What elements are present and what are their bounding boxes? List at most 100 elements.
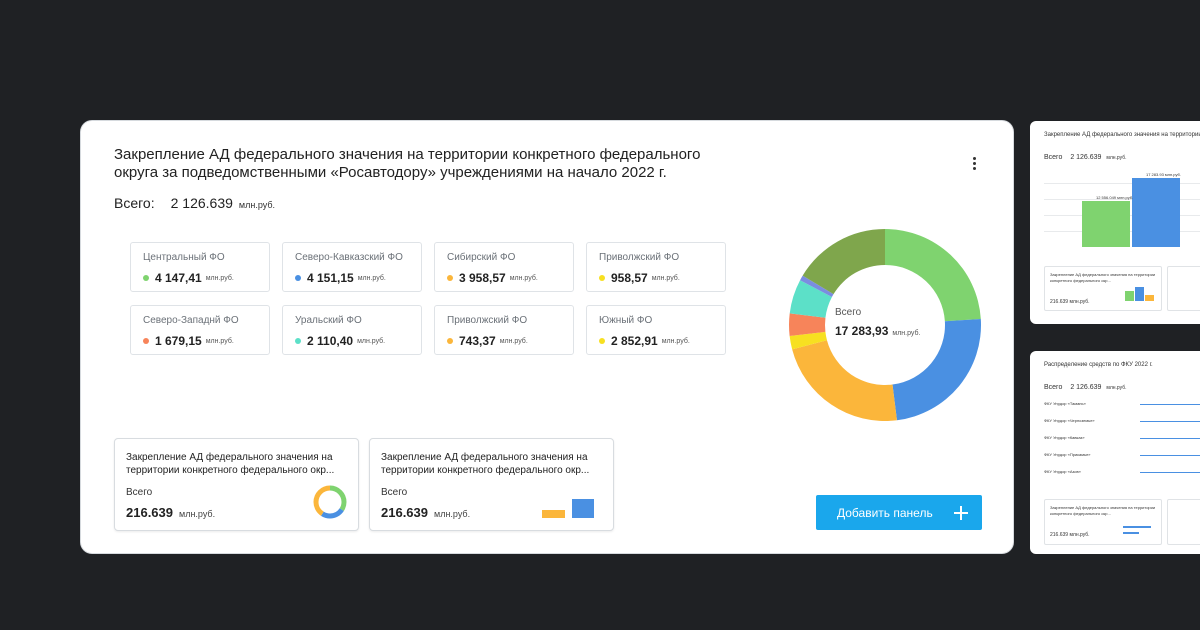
region-name: Южный ФО xyxy=(599,315,653,326)
region-tile[interactable]: Северо-Кавказский ФО 4 151,15 млн.руб. xyxy=(282,242,422,292)
dashboard-panel: Закрепление АД федерального значения на … xyxy=(80,120,1014,554)
preview-total-label: Всего xyxy=(1044,154,1063,161)
region-unit: млн.руб. xyxy=(661,337,690,345)
region-unit: млн.руб. xyxy=(205,274,234,282)
panel-title: Закрепление АД федерального значения на … xyxy=(114,146,714,182)
preview-subcard-value: 216.639 млн.руб. xyxy=(1050,299,1090,305)
preview-subcard xyxy=(1167,499,1200,545)
region-name: Северо-Западнй ФО xyxy=(143,315,239,326)
add-panel-label: Добавить панель xyxy=(837,505,933,520)
donut-center: Всего 17 283,93 млн.руб. xyxy=(835,307,955,338)
region-name: Приволжский ФО xyxy=(599,252,680,263)
donut-segment[interactable] xyxy=(789,331,827,350)
mini-panel-title-line-2: территории конкретного федерального окр.… xyxy=(381,465,590,476)
preview-list-item: ФКУ Упрдор «Тамань» xyxy=(1044,401,1086,406)
region-name: Приволжский ФО xyxy=(447,315,528,326)
donut-segment[interactable] xyxy=(800,275,834,298)
preview-total-unit: млн.руб. xyxy=(1106,385,1127,391)
panel-title-line-2: округа за подведомственными «Росавтодору… xyxy=(114,164,667,181)
region-tile[interactable]: Центральный ФО 4 147,41 млн.руб. xyxy=(130,242,270,292)
mini-bar-blue xyxy=(572,499,594,518)
region-donut-chart xyxy=(789,229,981,421)
donut-segment[interactable] xyxy=(792,340,897,421)
legend-dot-icon xyxy=(143,338,149,344)
preview-list-bar xyxy=(1140,455,1200,456)
mini-panel-title: Закрепление АД федерального значения на … xyxy=(381,451,596,477)
region-value: 2 852,91 xyxy=(611,334,658,348)
donut-segment[interactable] xyxy=(802,229,885,295)
preview-panel-1[interactable]: Закрепление АД федерального значения на … xyxy=(1030,121,1200,324)
mini-panel-unit: млн.руб. xyxy=(434,509,471,519)
total-value: 2 126.639 xyxy=(170,195,233,211)
preview-total-unit: млн.руб. xyxy=(1106,155,1127,161)
preview-list-item: ФКУ Упрдор «Кавказ» xyxy=(1044,435,1085,440)
region-unit: млн.руб. xyxy=(357,274,386,282)
preview-subcard-value: 216.639 млн.руб. xyxy=(1050,532,1090,538)
region-unit: млн.руб. xyxy=(499,337,528,345)
donut-center-label: Всего xyxy=(835,307,862,318)
preview-bar-green xyxy=(1082,201,1130,247)
mini-panel-donut[interactable]: Закрепление АД федерального значения на … xyxy=(114,438,359,531)
donut-center-value: 17 283,93 xyxy=(835,324,889,338)
mini-panel-bars[interactable]: Закрепление АД федерального значения на … xyxy=(369,438,614,531)
legend-dot-icon xyxy=(295,338,301,344)
preview-subcard-line xyxy=(1123,532,1139,534)
add-panel-button[interactable]: Добавить панель xyxy=(816,495,982,530)
mini-donut-icon xyxy=(313,485,347,519)
plus-icon xyxy=(954,505,968,520)
donut-segment[interactable] xyxy=(789,313,826,336)
preview-list-item: ФКУ Упрдор «Азов» xyxy=(1044,469,1081,474)
region-name: Северо-Кавказский ФО xyxy=(295,252,403,263)
preview-gridline xyxy=(1044,199,1200,200)
panel-title-line-1: Закрепление АД федерального значения на … xyxy=(114,146,701,163)
donut-segment[interactable] xyxy=(892,318,981,421)
region-name: Сибирский ФО xyxy=(447,252,516,263)
mini-panel-title-line-1: Закрепление АД федерального значения на xyxy=(126,452,333,463)
region-unit: млн.руб. xyxy=(205,337,234,345)
region-value: 1 679,15 xyxy=(155,334,202,348)
mini-panel-unit: млн.руб. xyxy=(179,509,216,519)
region-tile[interactable]: Приволжский ФО 743,37 млн.руб. xyxy=(434,305,574,355)
total-unit: млн.руб. xyxy=(238,200,275,210)
legend-dot-icon xyxy=(599,338,605,344)
total-label: Всего: xyxy=(114,195,155,211)
region-tile[interactable]: Сибирский ФО 3 958,57 млн.руб. xyxy=(434,242,574,292)
donut-center-unit: млн.руб. xyxy=(892,330,921,337)
region-tile[interactable]: Уральский ФО 2 110,40 млн.руб. xyxy=(282,305,422,355)
preview-total-value: 2 126.639 xyxy=(1070,154,1102,161)
mini-panel-label: Всего xyxy=(381,487,408,498)
mini-bar-yellow xyxy=(542,510,565,518)
preview-subcard-bar xyxy=(1135,287,1144,301)
preview-bar-label: 12 556.049 млн.руб. xyxy=(1096,195,1134,200)
region-unit: млн.руб. xyxy=(651,274,680,282)
preview-title: Закрепление АД федерального значения на … xyxy=(1044,132,1200,138)
region-unit: млн.руб. xyxy=(357,337,386,345)
region-tile[interactable]: Приволжский ФО 958,57 млн.руб. xyxy=(586,242,726,292)
region-value: 2 110,40 xyxy=(307,334,354,348)
preview-total: Всего 2 126.639 млн.руб. xyxy=(1044,384,1126,391)
region-tile[interactable]: Южный ФО 2 852,91 млн.руб. xyxy=(586,305,726,355)
preview-list-bar xyxy=(1140,421,1200,422)
region-tiles: Центральный ФО 4 147,41 млн.руб. Северо-Кав… xyxy=(130,242,750,355)
legend-dot-icon xyxy=(599,275,605,281)
preview-subcard-text: Закрепление АД федерального значения на … xyxy=(1050,505,1156,516)
legend-dot-icon xyxy=(447,275,453,281)
preview-panel-2[interactable]: Распределение средств по ФКУ 2022 г. Все… xyxy=(1030,351,1200,554)
donut-segment[interactable] xyxy=(789,280,832,318)
mini-panel-label: Всего xyxy=(126,487,153,498)
preview-subcard-line xyxy=(1123,526,1151,528)
preview-subcard xyxy=(1167,266,1200,311)
legend-dot-icon xyxy=(143,275,149,281)
more-options-icon[interactable] xyxy=(965,153,983,173)
region-tile[interactable]: Северо-Западнй ФО 1 679,15 млн.руб. xyxy=(130,305,270,355)
preview-bar-label: 17 283.93 млн.руб. xyxy=(1146,172,1181,177)
donut-segment[interactable] xyxy=(885,229,981,322)
preview-total-value: 2 126.639 xyxy=(1070,384,1102,391)
region-name: Центральный ФО xyxy=(143,252,225,263)
region-value: 743,37 xyxy=(459,334,496,348)
total-summary: Всего: 2 126.639 млн.руб. xyxy=(114,195,275,211)
region-name: Уральский ФО xyxy=(295,315,362,326)
mini-panel-title-line-2: территории конкретного федерального окр.… xyxy=(126,465,335,476)
legend-dot-icon xyxy=(447,338,453,344)
region-value: 958,57 xyxy=(611,271,648,285)
